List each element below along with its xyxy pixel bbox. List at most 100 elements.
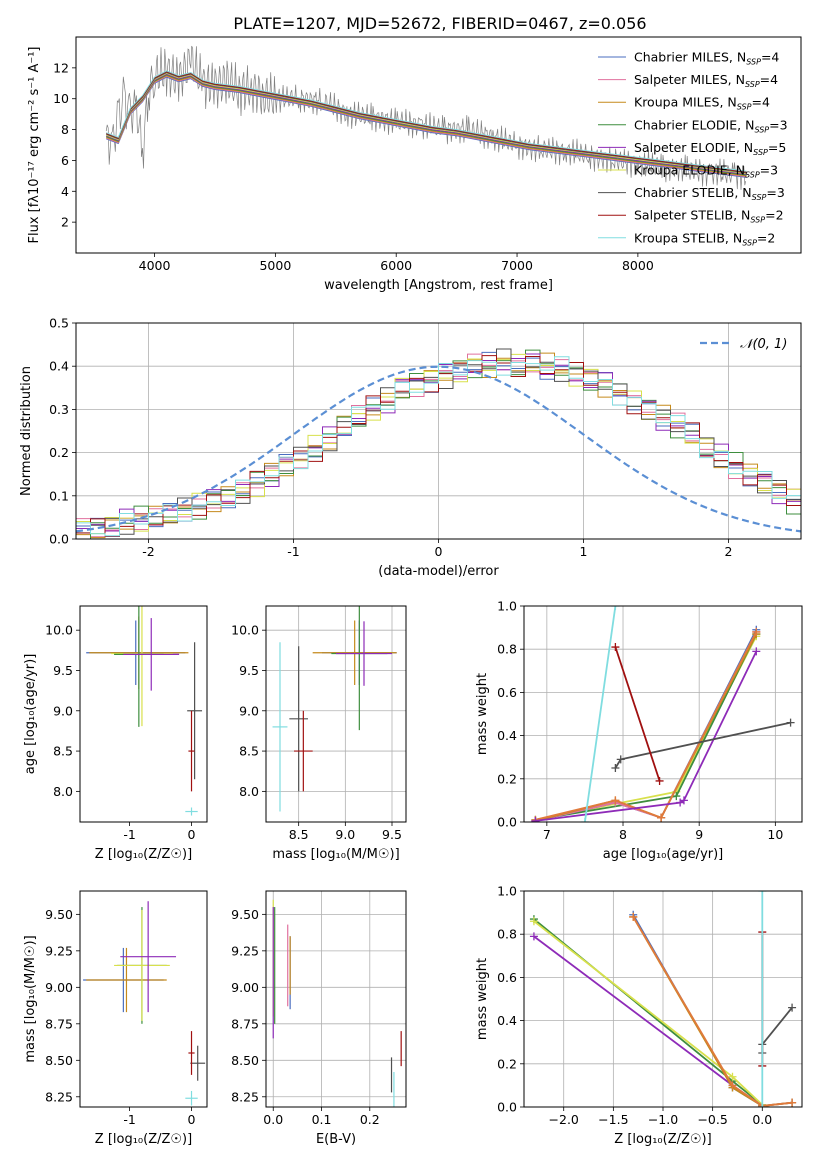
weight-point-marker bbox=[529, 917, 538, 926]
model-spectrum-line bbox=[106, 71, 747, 174]
panel-mass-vs-EBV: 0.0 0.1 0.2 8.25 8.50 8.75 9.00 9.25 9.50 E(B-V) bbox=[231, 890, 407, 1147]
y-tick-label: 0.6 bbox=[497, 970, 517, 985]
legend-entry: Salpeter ELODIE, NSSP=5 bbox=[634, 140, 786, 157]
model-spectrum-line bbox=[106, 73, 747, 175]
x-axis-label: mass [log₁₀(M/M☉)] bbox=[272, 847, 399, 862]
weight-point-marker bbox=[679, 796, 688, 805]
weight-point-marker bbox=[786, 718, 795, 727]
plot-area bbox=[83, 901, 206, 1106]
x-tick-label: 6000 bbox=[380, 258, 412, 273]
panel-weight-vs-Z: −2.0 −1.5 −1.0 −0.5 0.0 0.0 0.2 0.4 0.6 0.8 1.0 Z [… bbox=[475, 884, 803, 1147]
weight-line bbox=[535, 629, 758, 822]
weight-line bbox=[535, 633, 758, 821]
y-tick-label: 0.4 bbox=[49, 359, 69, 374]
residual-histogram bbox=[76, 352, 801, 539]
weight-point-marker bbox=[752, 627, 761, 636]
weight-line bbox=[535, 633, 758, 822]
residual-histogram bbox=[76, 355, 801, 537]
weight-point-marker bbox=[758, 891, 767, 895]
weight-line bbox=[761, 1007, 793, 1053]
plot-area bbox=[272, 606, 397, 812]
y-tick-label: 8.0 bbox=[239, 784, 259, 799]
x-tick-label: -1 bbox=[123, 827, 135, 842]
x-axis-label: Z [log₁₀(Z/Z☉)] bbox=[614, 1132, 711, 1147]
axes-frame bbox=[75, 322, 802, 540]
x-tick-label: 7 bbox=[543, 827, 551, 842]
weight-point-marker bbox=[788, 1098, 797, 1107]
weight-point-marker bbox=[655, 776, 664, 785]
plot-area bbox=[76, 348, 801, 539]
y-tick-label: 8.25 bbox=[231, 1089, 259, 1104]
legend: Chabrier MILES, NSSP=4 Salpeter MILES, NS… bbox=[598, 50, 788, 247]
y-tick-label: 10.0 bbox=[45, 623, 73, 638]
legend-entry: Kroupa ELODIE, NSSP=3 bbox=[634, 163, 778, 180]
y-tick-label: 9.5 bbox=[53, 663, 73, 678]
y-tick-label: 0.3 bbox=[49, 402, 69, 417]
y-axis-label: age [log₁₀(age/yr)] bbox=[23, 654, 38, 775]
x-tick-label: 8 bbox=[619, 827, 627, 842]
plot-area bbox=[105, 45, 747, 190]
x-axis-label: Z [log₁₀(Z/Z☉)] bbox=[95, 847, 192, 862]
y-tick-label: 2 bbox=[61, 215, 69, 230]
y-tick-label: 9.25 bbox=[231, 943, 259, 958]
figure-title: PLATE=1207, MJD=52672, FIBERID=0467, z=0… bbox=[233, 14, 646, 33]
weight-line bbox=[535, 635, 758, 821]
y-tick-label: 10.0 bbox=[231, 623, 259, 638]
x-tick-label: 0 bbox=[188, 1112, 196, 1127]
model-spectrum-line bbox=[106, 72, 747, 174]
y-tick-label: 9.0 bbox=[239, 703, 259, 718]
x-tick-label: −1.5 bbox=[598, 1112, 628, 1127]
weight-line bbox=[535, 631, 758, 822]
plot-area bbox=[86, 606, 203, 816]
axes-frame bbox=[75, 36, 802, 254]
x-tick-label: 1 bbox=[580, 544, 588, 559]
x-tick-label: −1.0 bbox=[648, 1112, 678, 1127]
model-spectrum-line bbox=[106, 71, 747, 173]
x-axis-label: (data-model)/error bbox=[378, 564, 499, 579]
x-axis-label: age [log₁₀(age/yr)] bbox=[603, 847, 724, 862]
y-tick-label: 9.00 bbox=[45, 980, 73, 995]
model-spectrum-line bbox=[106, 74, 747, 176]
panel-residuals: -2 -1 0 1 2 0.0 0.1 0.2 0.3 0.4 0.5 (data-model)/er… bbox=[19, 316, 802, 579]
x-tick-label: 10 bbox=[767, 827, 783, 842]
y-tick-label: 8 bbox=[61, 122, 69, 137]
y-axis-label: mass weight bbox=[475, 958, 490, 1040]
y-tick-label: 1.0 bbox=[497, 884, 517, 899]
x-tick-label: 7000 bbox=[501, 258, 533, 273]
weight-line bbox=[632, 916, 793, 1107]
y-tick-label: 0.5 bbox=[49, 316, 69, 331]
y-tick-label: 8.50 bbox=[45, 1053, 73, 1068]
weight-line bbox=[535, 651, 758, 822]
plot-area bbox=[272, 899, 402, 1107]
gaussian-reference-line bbox=[76, 365, 801, 533]
weight-point-marker bbox=[611, 764, 620, 772]
y-tick-label: 0.2 bbox=[497, 771, 517, 786]
residual-histogram bbox=[76, 356, 801, 537]
panel-age-vs-mass: 8.5 9.0 9.5 8.0 8.5 9.0 9.5 10.0 mass [log₁₀(M/M… bbox=[231, 605, 407, 862]
weight-point-marker bbox=[752, 647, 761, 656]
x-tick-label: 0.0 bbox=[263, 1112, 283, 1127]
x-tick-label: -1 bbox=[287, 544, 299, 559]
model-spectrum-line bbox=[106, 70, 747, 172]
y-tick-label: 10 bbox=[53, 91, 69, 106]
y-tick-label: 8.5 bbox=[239, 744, 259, 759]
weight-point-marker bbox=[629, 912, 638, 921]
weight-point-marker bbox=[758, 1103, 767, 1107]
x-tick-label: 0 bbox=[435, 544, 443, 559]
legend-entry: 𝒩(0, 1) bbox=[740, 337, 787, 352]
x-tick-label: -1 bbox=[123, 1112, 135, 1127]
y-axis-label: mass [log₁₀(M/M☉)] bbox=[23, 935, 38, 1062]
x-tick-label: 5000 bbox=[259, 258, 291, 273]
axes-frame bbox=[523, 890, 803, 1108]
y-tick-label: 1.0 bbox=[497, 599, 517, 614]
y-tick-label: 0.2 bbox=[497, 1056, 517, 1071]
weight-point-marker bbox=[529, 932, 538, 941]
y-axis-label: Normed distribution bbox=[19, 366, 34, 496]
y-tick-label: 9.5 bbox=[239, 663, 259, 678]
x-tick-label: 0.1 bbox=[312, 1112, 332, 1127]
model-spectrum-line bbox=[106, 76, 747, 178]
weight-point-marker bbox=[611, 606, 620, 610]
y-tick-label: 0.4 bbox=[497, 1013, 517, 1028]
x-axis-label: wavelength [Angstrom, rest frame] bbox=[324, 278, 553, 293]
